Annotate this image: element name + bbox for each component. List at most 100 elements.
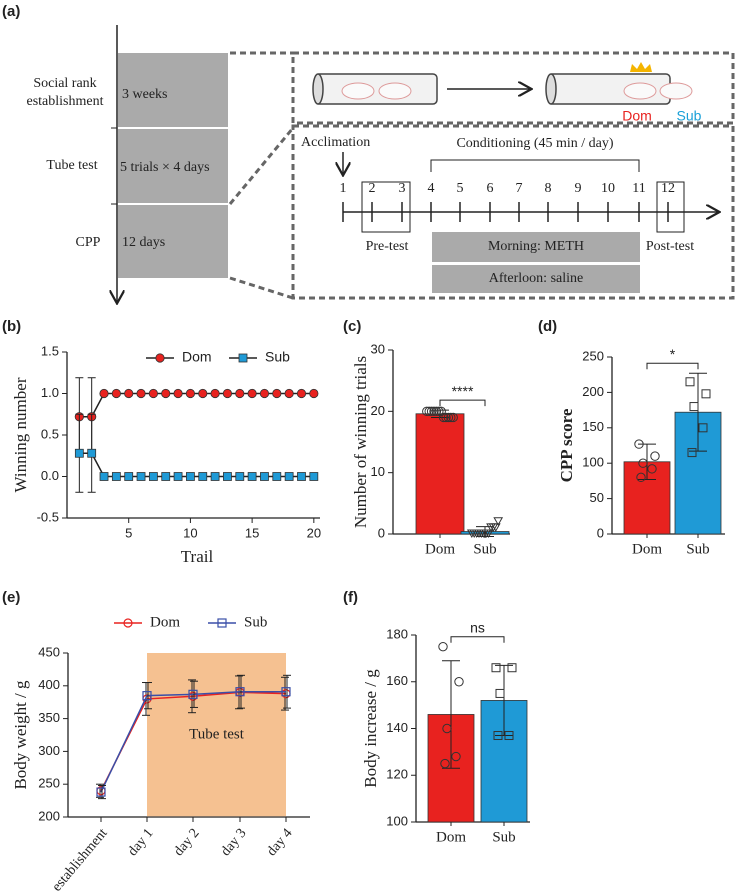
y-tick-label: 20 <box>371 403 385 418</box>
marker <box>650 451 660 461</box>
legend-label: Sub <box>244 614 267 630</box>
x-tick-label: 10 <box>183 525 197 540</box>
y-tick-label: 0 <box>378 525 385 540</box>
marker <box>284 472 294 481</box>
day-label: 9 <box>575 181 582 196</box>
marker <box>434 406 444 417</box>
marker <box>424 406 434 417</box>
marker <box>235 388 245 399</box>
marker <box>198 472 208 481</box>
x-tick-label: Sub <box>473 541 496 557</box>
marker <box>185 388 196 399</box>
x-tick-label: Sub <box>686 541 709 557</box>
y-tick-label: 1.0 <box>41 385 59 400</box>
day-label: 2 <box>369 181 376 196</box>
marker <box>698 423 708 433</box>
marker <box>188 689 198 699</box>
marker <box>198 388 208 399</box>
y-tick-label: 1.5 <box>41 343 59 358</box>
y-axis-label: Body weight / g <box>11 680 30 790</box>
day-label: 5 <box>457 181 464 196</box>
rank-label: Sub <box>677 108 702 124</box>
shade <box>147 653 286 817</box>
y-tick-label: 0.0 <box>41 468 59 483</box>
zoom-box <box>228 51 735 300</box>
y-axis-label: Winning number <box>11 377 30 492</box>
panel-label: (d) <box>538 318 557 335</box>
marker <box>272 472 282 481</box>
legend-label: Dom <box>150 614 180 630</box>
day-label: 3 <box>399 181 406 196</box>
marker <box>235 687 245 697</box>
y-tick-label: 400 <box>38 677 60 692</box>
y-tick-label: 10 <box>371 464 385 479</box>
marker <box>491 663 501 673</box>
x-tick-label: day 3 <box>218 826 249 859</box>
marker <box>309 388 319 399</box>
marker <box>685 377 695 387</box>
panel-label: (b) <box>2 318 21 335</box>
marker <box>259 388 270 399</box>
marker <box>281 687 291 697</box>
marker <box>136 472 146 481</box>
marker <box>448 412 458 423</box>
marker <box>422 406 432 417</box>
marker <box>436 406 446 417</box>
marker <box>634 439 644 449</box>
day-box <box>656 181 685 233</box>
stage-name: establishment <box>27 94 104 109</box>
marker <box>431 406 442 417</box>
day-label: 12 <box>661 181 675 196</box>
y-tick-label: 350 <box>38 710 60 725</box>
marker <box>284 388 294 399</box>
marker <box>483 529 494 539</box>
stage-duration: 3 weeks <box>122 87 168 102</box>
y-tick-label: 300 <box>38 743 60 758</box>
marker <box>173 472 183 481</box>
session-box <box>432 232 640 262</box>
marker <box>647 464 657 474</box>
marker <box>442 723 452 734</box>
marker <box>490 523 501 532</box>
marker <box>443 412 454 423</box>
panel-label: (a) <box>2 3 20 20</box>
marker <box>136 388 146 399</box>
marker <box>309 472 319 481</box>
x-tick-label: day 2 <box>171 826 202 859</box>
marker <box>223 472 232 481</box>
marker <box>142 691 152 701</box>
marker <box>272 388 282 399</box>
session-label: Morning: METH <box>488 239 584 254</box>
marker <box>493 731 503 741</box>
y-tick-label: 250 <box>582 348 604 363</box>
panel-label: (f) <box>343 589 358 606</box>
marker <box>74 448 84 458</box>
marker <box>148 472 158 481</box>
significance-label: **** <box>452 383 474 399</box>
x-tick-label: Sub <box>492 829 515 845</box>
marker <box>438 641 448 652</box>
x-tick-label: 15 <box>245 525 259 540</box>
marker <box>687 448 697 458</box>
x-tick-label: 5 <box>125 525 132 540</box>
marker <box>247 472 257 481</box>
y-tick-label: -0.5 <box>37 509 59 524</box>
panel-label: (c) <box>343 318 361 335</box>
y-axis-label: Number of winning trials <box>351 356 370 528</box>
day-box <box>361 181 411 233</box>
marker <box>124 472 134 481</box>
session-label: Afterloon: saline <box>489 271 583 286</box>
marker <box>87 448 97 458</box>
x-tick-label: day 1 <box>125 826 156 859</box>
mouse <box>341 82 693 100</box>
marker <box>124 388 134 399</box>
legend-label: Dom <box>182 349 212 365</box>
y-tick-label: 150 <box>582 419 604 434</box>
shade-label: Tube test <box>189 726 245 742</box>
y-tick-label: 50 <box>590 490 604 505</box>
marker <box>247 388 257 399</box>
y-tick-label: 140 <box>386 720 408 735</box>
day-label: 8 <box>545 181 552 196</box>
marker <box>440 758 450 769</box>
marker <box>454 677 464 687</box>
